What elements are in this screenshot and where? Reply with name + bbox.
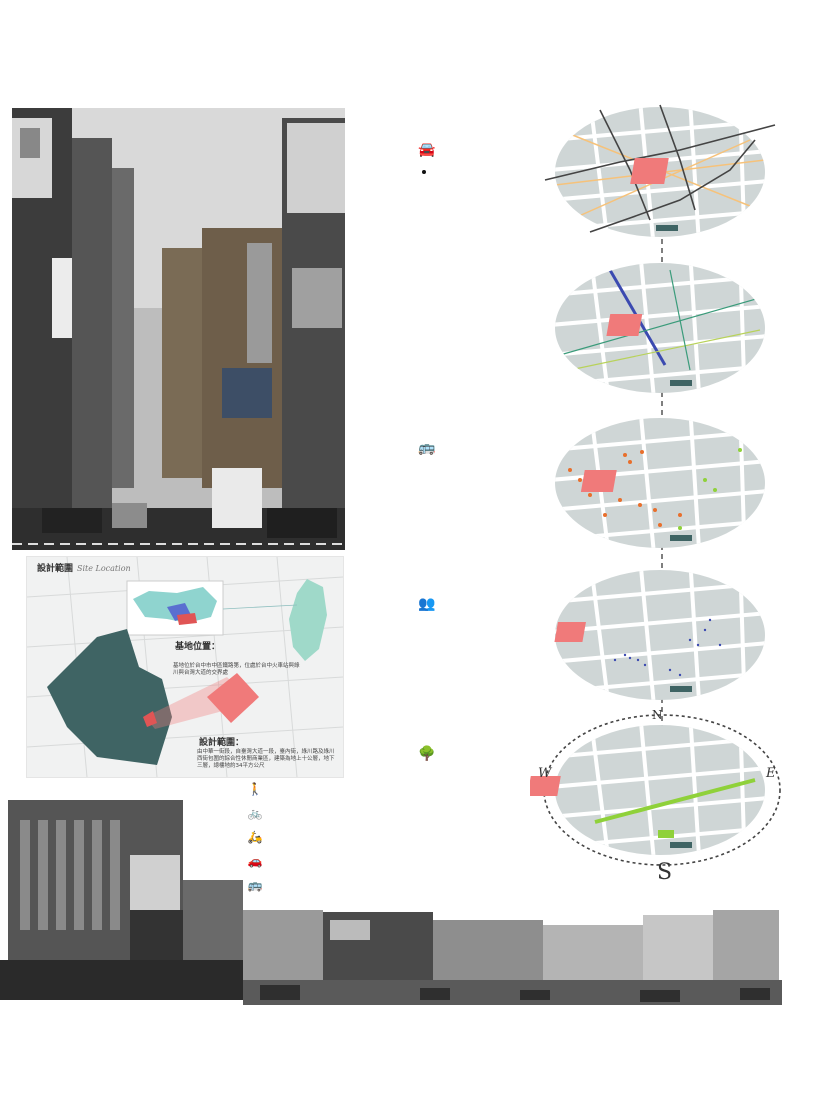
layer-road-network bbox=[544, 104, 776, 237]
scope-heading: 設計範圍： bbox=[199, 738, 245, 748]
walk-icon: 🚶 bbox=[247, 782, 263, 796]
bus-icon: 🚌 bbox=[247, 878, 263, 892]
base-text: 基地位於台中市中區鐵路第，位處於台中火車站與綠川與台灣大道的交界處 bbox=[173, 663, 300, 676]
layer-bus-stops bbox=[555, 418, 765, 548]
compass-north: N bbox=[652, 708, 663, 722]
street-photo-illustration bbox=[12, 108, 345, 550]
site-location-map bbox=[27, 557, 343, 777]
site-location-title: 設計範圍 Site Location bbox=[37, 564, 131, 574]
layer-pedestrian-flow bbox=[554, 570, 765, 700]
layer-people-icon: 👥 bbox=[418, 596, 436, 612]
bicycle-icon: 🚲 bbox=[247, 806, 263, 820]
layer-car-icon: 🚘 bbox=[418, 142, 436, 158]
layer-diagram bbox=[530, 104, 781, 866]
scooter-icon: 🛵 bbox=[247, 830, 263, 844]
scope-text: 由中華一街段，自臺灣大道一段，臺內街，綠川路及綠川西街包圍的綜合性休閒商業區，建… bbox=[197, 749, 335, 769]
streetscape-panorama bbox=[0, 800, 782, 1005]
compass-west: W bbox=[538, 766, 552, 781]
compass-east: E bbox=[766, 766, 776, 781]
layer-green-axis bbox=[530, 714, 781, 866]
layer-bus-icon: 🚌 bbox=[418, 440, 436, 456]
layer-transit-lines bbox=[555, 263, 765, 393]
layer-bench-tree-icon: 🌳 bbox=[418, 746, 436, 762]
base-heading: 基地位置： bbox=[175, 642, 221, 652]
bullet-dot bbox=[422, 170, 426, 174]
car-icon: 🚗 bbox=[247, 854, 263, 868]
compass-south: S bbox=[657, 860, 673, 885]
site-location-panel: 設計範圍 Site Location 基地位置： 基地位於台中市中區鐵路第，位處於… bbox=[26, 556, 344, 778]
street-photo bbox=[12, 108, 345, 550]
